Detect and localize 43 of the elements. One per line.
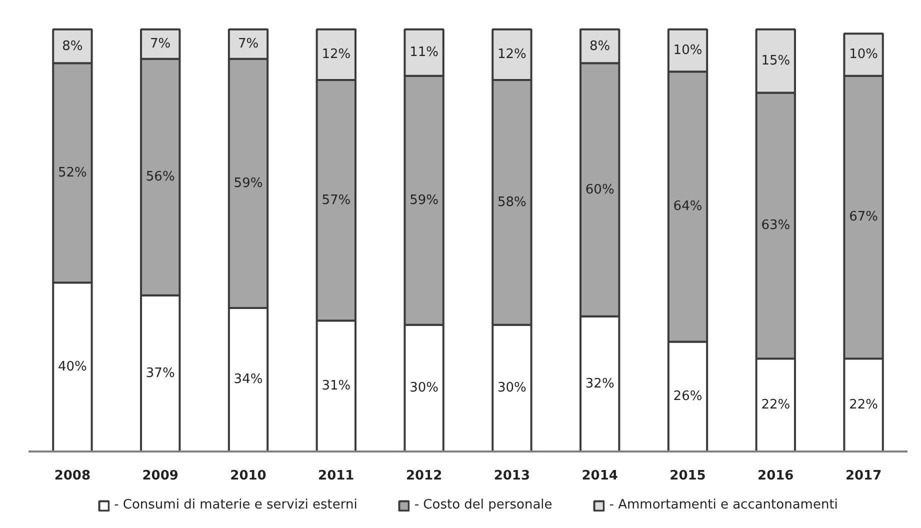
data-label: 8% (590, 38, 610, 54)
data-label: 7% (150, 36, 171, 52)
x-tick-label: 2008 (54, 468, 91, 484)
data-label: 52% (58, 165, 87, 180)
data-label: 11% (410, 45, 439, 60)
x-tick-label: 2011 (318, 468, 354, 484)
legend-label: - Costo del personale (414, 498, 552, 512)
legend-label: - Consumi di materie e servizi esterni (114, 498, 358, 512)
data-label: 8% (62, 38, 83, 54)
x-tick-label: 2014 (582, 468, 618, 484)
x-tick-label: 2017 (845, 468, 882, 484)
x-tick-label: 2013 (494, 468, 530, 484)
x-tick-label: 2009 (142, 468, 178, 484)
data-label: 31% (322, 378, 351, 394)
data-label: 22% (761, 398, 790, 413)
data-label: 34% (234, 372, 263, 388)
data-label: 12% (322, 47, 351, 62)
data-label: 7% (238, 36, 259, 52)
data-label: 59% (234, 176, 263, 191)
x-tick-label: 2015 (670, 468, 706, 484)
data-label: 10% (849, 47, 878, 62)
data-label: 59% (410, 192, 439, 208)
data-label: 22% (849, 398, 878, 413)
data-label: 30% (410, 380, 439, 396)
x-tick-label: 2016 (758, 468, 794, 484)
data-label: 60% (585, 182, 614, 198)
data-label: 30% (498, 380, 526, 396)
data-label: 64% (673, 199, 702, 214)
data-label: 32% (585, 376, 614, 392)
x-tick-label: 2010 (230, 468, 266, 484)
data-label: 40% (58, 360, 87, 375)
data-label: 37% (146, 366, 175, 381)
data-label: 63% (761, 218, 790, 234)
data-label: 26% (673, 389, 702, 404)
data-label: 12% (498, 47, 526, 62)
data-label: 15% (761, 54, 790, 69)
x-tick-label: 2012 (406, 468, 442, 484)
data-label: 58% (498, 194, 526, 210)
data-label: 57% (322, 192, 351, 208)
data-label: 67% (849, 210, 878, 225)
data-label: 10% (673, 42, 702, 58)
data-label: 56% (146, 170, 175, 185)
legend-label: - Ammortamenti e accantonamenti (609, 498, 838, 512)
